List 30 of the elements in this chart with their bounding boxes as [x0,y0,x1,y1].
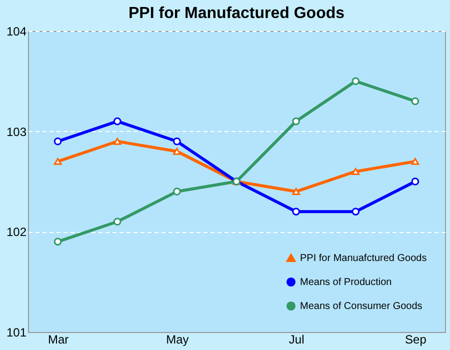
x-tick-label: May [166,332,189,346]
point [352,77,360,86]
point [54,158,62,165]
point [54,137,62,146]
point [411,178,420,186]
point [352,168,360,175]
x-tick-label: Jul [288,332,304,346]
x-tick-label: Mar [48,332,69,346]
x-tick-label: Sep [405,332,427,346]
point [54,238,62,246]
point [352,208,360,216]
y-tick-label: 103 [6,124,27,139]
point [113,138,122,145]
y-tick-label: 102 [6,225,27,240]
legend-label: PPI for Manuafctured Goods [300,253,427,264]
legend-label: Means of Consumer Goods [300,301,422,312]
point [292,117,300,126]
point [292,208,300,216]
point [411,97,420,106]
point [173,188,181,196]
legend-label: Means of Production [300,277,392,288]
point [113,117,122,126]
chart-title: PPI for Manufactured Goods [128,5,345,22]
point [173,148,181,155]
point [173,137,181,146]
point [292,188,300,196]
y-tick-label: 104 [6,24,27,38]
point [113,218,122,226]
y-tick-label: 101 [6,326,27,340]
point [411,158,420,165]
